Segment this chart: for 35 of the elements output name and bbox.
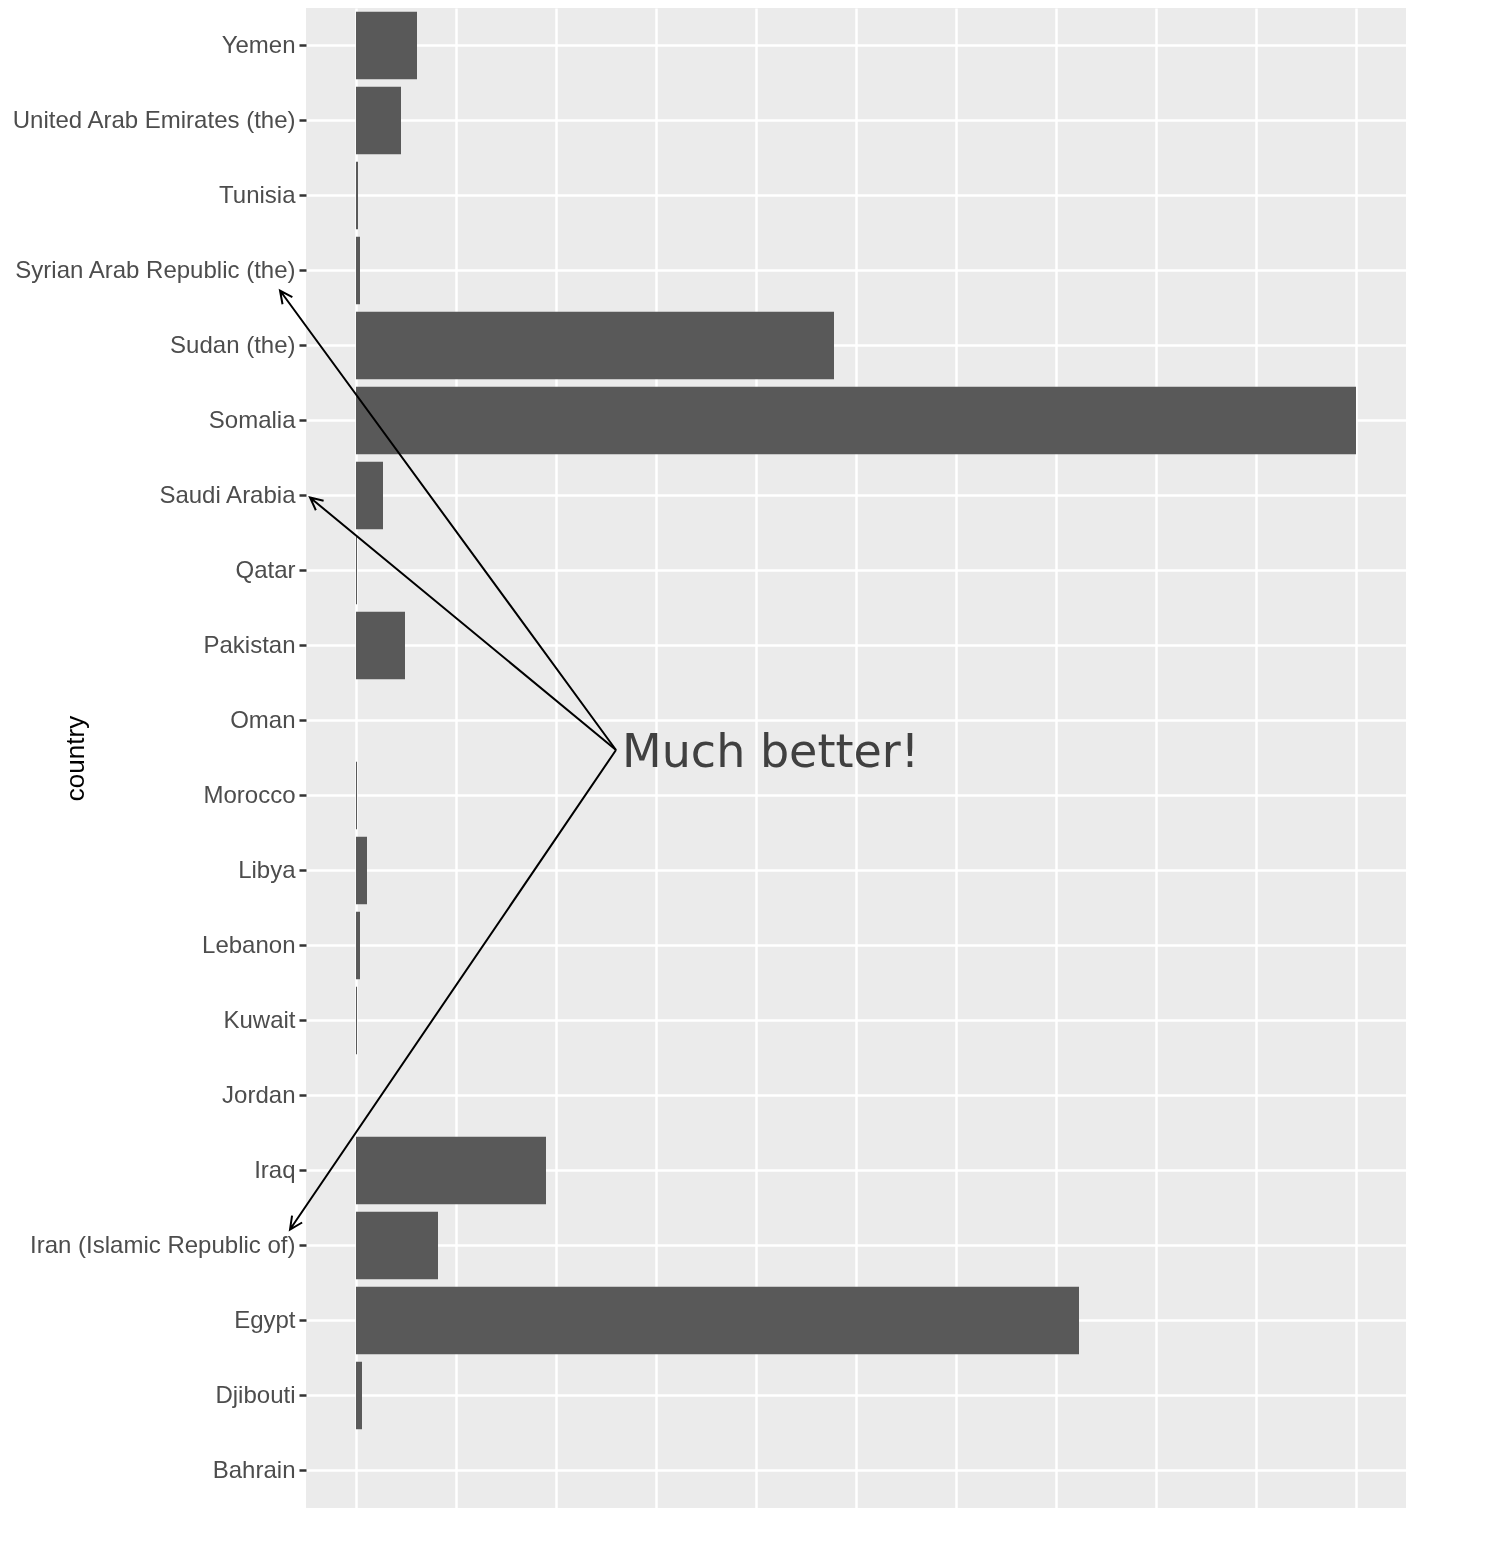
bar (356, 1211, 438, 1280)
bar (356, 11, 417, 80)
y-tick-label: Somalia (208, 405, 297, 433)
y-tick-label: Libya (238, 855, 297, 883)
y-tick-label: Tunisia (219, 180, 297, 208)
y-tick-label: Jordan (222, 1080, 296, 1108)
y-tick-label: Syrian Arab Republic (the) (15, 255, 296, 283)
y-tick-label: Djibouti (215, 1380, 296, 1408)
bar (356, 1361, 362, 1430)
y-tick-label: Pakistan (203, 630, 296, 658)
y-tick-label: Yemen (221, 30, 296, 58)
y-tick-label: Iran (Islamic Republic of) (30, 1230, 296, 1258)
bar (356, 611, 405, 680)
y-tick-label: Bahrain (212, 1455, 296, 1483)
bar (356, 311, 834, 380)
bar (356, 386, 1356, 455)
y-tick-label: Oman (230, 705, 296, 733)
bar (356, 1286, 1079, 1355)
annotation: Much better! (622, 724, 920, 778)
bar (356, 911, 360, 980)
y-tick-label: Saudi Arabia (159, 480, 297, 508)
y-axis-title: country (59, 715, 90, 802)
bar (356, 86, 401, 155)
bar (356, 1136, 546, 1205)
bar (356, 236, 360, 305)
y-tick-label: Lebanon (202, 930, 296, 958)
y-tick-label: Sudan (the) (170, 330, 296, 358)
y-tick-label: United Arab Emirates (the) (12, 105, 296, 133)
y-tick-label: Iraq (254, 1155, 296, 1183)
bar (356, 836, 367, 905)
y-tick-label: Qatar (235, 555, 296, 583)
y-tick-label: Kuwait (223, 1005, 296, 1033)
y-tick-label: Egypt (234, 1305, 296, 1333)
y-tick-label: Morocco (203, 780, 296, 808)
bar (356, 461, 383, 530)
